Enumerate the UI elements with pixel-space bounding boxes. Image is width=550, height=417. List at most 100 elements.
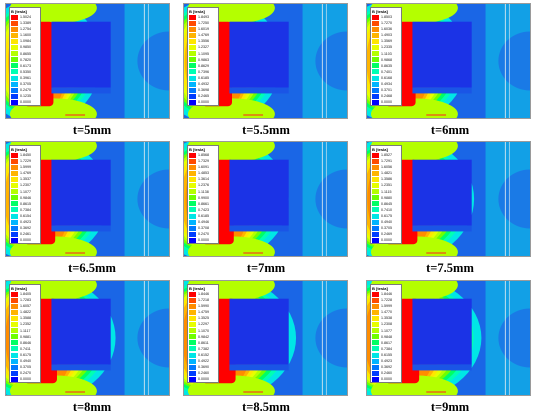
- field-plot: B [tesla] 1.8450 1.7229 1.5999 1.4769 1.3537 1…: [5, 141, 170, 257]
- legend-swatch: [372, 364, 379, 370]
- legend-value: 0.3701: [381, 88, 392, 93]
- legend-swatch: [11, 32, 18, 38]
- core-block: [51, 298, 111, 365]
- legend-value: 1.5024: [20, 15, 31, 19]
- core-gap: [229, 225, 289, 232]
- legend-swatch: [11, 57, 18, 63]
- legend-entry: 1.2308: [371, 321, 401, 328]
- legend-entry: 0.6185: [188, 213, 218, 219]
- legend-value: 0.6154: [20, 213, 31, 218]
- outer-field-lobe: [137, 31, 169, 91]
- legend-entry: 1.6019: [188, 26, 218, 32]
- legend-entry: 1.7283: [10, 297, 40, 303]
- legend-value: 0.8611: [198, 340, 209, 345]
- legend-value: 0.3705: [20, 82, 31, 87]
- legend-value: 0.3705: [20, 365, 31, 370]
- legend-swatch: [372, 158, 379, 164]
- legend-entry: 0.8611: [188, 340, 218, 346]
- legend-swatch: [372, 81, 379, 87]
- legend-swatch: [11, 38, 18, 44]
- legend-swatch: [11, 63, 18, 69]
- legend-swatch: [189, 237, 196, 243]
- legend-swatch: [189, 176, 196, 182]
- legend-entry: 0.6175: [371, 213, 401, 219]
- core-block: [51, 21, 111, 88]
- legend-title: B [tesla]: [11, 9, 27, 14]
- legend-swatch: [189, 38, 196, 44]
- legend-entry: 0.7384: [371, 346, 401, 352]
- legend-value: 1.8405: [20, 292, 31, 296]
- legend-swatch: [11, 309, 18, 315]
- legend-value: 1.1117: [20, 328, 31, 333]
- legend-entry: 1.1138: [188, 189, 218, 195]
- legend-title: B [tesla]: [11, 147, 27, 152]
- legend-value: 1.4903: [381, 33, 392, 38]
- legend-entry: 1.4769: [10, 170, 40, 176]
- legend-swatch: [189, 26, 196, 32]
- legend-value: 0.6173: [20, 63, 31, 68]
- legend-entry: 1.1103: [371, 51, 401, 57]
- legend-value: 1.7218: [198, 298, 209, 303]
- legend-entry: 0.2469: [371, 231, 401, 237]
- legend-value: 1.8446: [198, 292, 209, 296]
- legend-swatch: [189, 303, 196, 309]
- legend-swatch: [372, 38, 379, 44]
- legend-entry: 1.7291: [371, 158, 401, 164]
- core-gap: [51, 225, 111, 232]
- legend-value: 1.2327: [198, 45, 209, 50]
- legend-swatch: [11, 291, 18, 297]
- legend-swatch: [11, 364, 18, 370]
- legend-value: 1.2351: [381, 183, 392, 188]
- legend-swatch: [372, 201, 379, 207]
- legend-value: 1.6057: [20, 304, 31, 309]
- legend-value: 1.4822: [20, 310, 31, 315]
- legend-value: 0.6155: [381, 352, 392, 357]
- legend-swatch: [11, 328, 18, 334]
- legend-value: 0.8646: [20, 340, 31, 345]
- legend-value: 0.7401: [381, 69, 392, 74]
- legend-swatch: [189, 328, 196, 334]
- legend-entry: 1.1095: [188, 51, 218, 57]
- legend-entry: 0.0000: [188, 99, 218, 105]
- legend-value: 0.9842: [198, 334, 209, 339]
- legend-value: 1.3586: [381, 177, 392, 182]
- legend-value: 0.6175: [20, 352, 31, 357]
- legend-value: 0.2470: [20, 88, 31, 93]
- legend-swatch: [11, 183, 18, 189]
- legend-entry: 0.0000: [188, 237, 218, 243]
- legend-value: 0.0000: [20, 238, 31, 243]
- legend-entry: 1.5024: [10, 14, 40, 20]
- core-block: [412, 21, 472, 88]
- legend-entry: 1.7250: [188, 20, 218, 26]
- thickness-caption: t=6.5mm: [68, 261, 116, 275]
- legend-entry: 1.2352: [10, 321, 40, 328]
- legend-swatch: [189, 183, 196, 189]
- legend-swatch: [11, 158, 18, 164]
- legend-entry: 1.4759: [188, 309, 218, 315]
- core-gap: [229, 87, 289, 94]
- legend-entry: 0.9868: [371, 57, 401, 63]
- legend-swatch: [372, 189, 379, 195]
- legend-entry: 0.4923: [10, 219, 40, 225]
- legend-swatch: [11, 51, 18, 57]
- legend-value: 0.0000: [20, 377, 31, 382]
- legend-entry: 0.8617: [371, 340, 401, 346]
- legend-entry: 1.2307: [10, 182, 40, 189]
- legend-swatch: [11, 164, 18, 170]
- legend-title: B [tesla]: [189, 147, 205, 152]
- legend-value: 1.4769: [20, 171, 31, 176]
- legend-value: 0.8629: [198, 63, 209, 68]
- legend-swatch: [372, 358, 379, 364]
- legend-value: 0.3692: [20, 226, 31, 231]
- legend-entry: 0.3705: [10, 81, 40, 87]
- legend-swatch: [11, 340, 18, 346]
- legend-entry: 1.3614: [188, 176, 218, 182]
- legend-swatch: [11, 322, 18, 328]
- legend-entry: 1.4769: [188, 32, 218, 38]
- core-gap: [229, 364, 289, 371]
- legend-entry: 0.2461: [10, 231, 40, 237]
- legend-swatch: [372, 26, 379, 32]
- legend-entry: 0.9846: [10, 195, 40, 201]
- legend-value: 0.0000: [198, 100, 209, 105]
- legend-entry: 1.3556: [188, 38, 218, 44]
